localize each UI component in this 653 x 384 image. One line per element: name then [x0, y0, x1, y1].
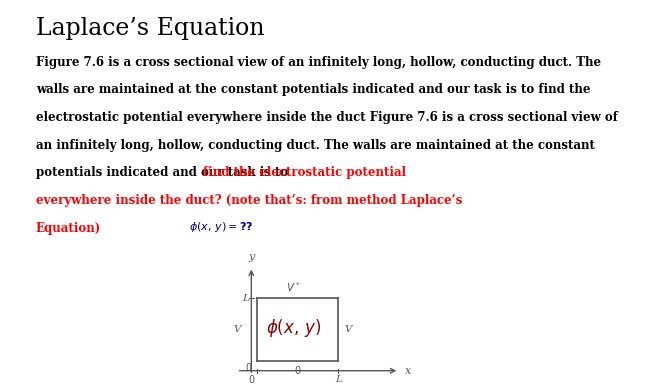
Text: Figure 7.6 is a cross sectional view of an infinitely long, hollow, conducting d: Figure 7.6 is a cross sectional view of …: [36, 56, 601, 69]
Text: find the electrostatic potential: find the electrostatic potential: [203, 166, 406, 179]
Text: electrostatic potential everywhere inside the duct Figure 7.6 is a cross section: electrostatic potential everywhere insid…: [36, 111, 618, 124]
Text: potentials indicated and our task is to: potentials indicated and our task is to: [36, 166, 293, 179]
Text: y: y: [248, 252, 255, 262]
Text: 0: 0: [295, 366, 300, 376]
Text: 0: 0: [246, 363, 252, 373]
Text: L: L: [242, 294, 249, 303]
Text: an infinitely long, hollow, conducting duct. The walls are maintained at the con: an infinitely long, hollow, conducting d…: [36, 139, 595, 152]
Text: $\phi(x,\, y)$: $\phi(x,\, y)$: [266, 318, 321, 339]
Text: V: V: [233, 325, 241, 334]
Text: x: x: [405, 366, 411, 376]
Text: everywhere inside the duct? (note that’s: from method Laplace’s: everywhere inside the duct? (note that’s…: [36, 194, 462, 207]
Text: walls are maintained at the constant potentials indicated and our task is to fin: walls are maintained at the constant pot…: [36, 83, 590, 96]
Text: Laplace’s Equation: Laplace’s Equation: [36, 17, 264, 40]
Text: Equation): Equation): [36, 222, 101, 235]
Text: V: V: [345, 325, 352, 334]
Text: L: L: [335, 375, 342, 384]
Text: $V^*$: $V^*$: [286, 281, 301, 295]
Text: 0: 0: [248, 375, 255, 384]
Text: $\phi(x,\,y)=$$\bf{??}$: $\phi(x,\,y)=$$\bf{??}$: [189, 220, 254, 233]
